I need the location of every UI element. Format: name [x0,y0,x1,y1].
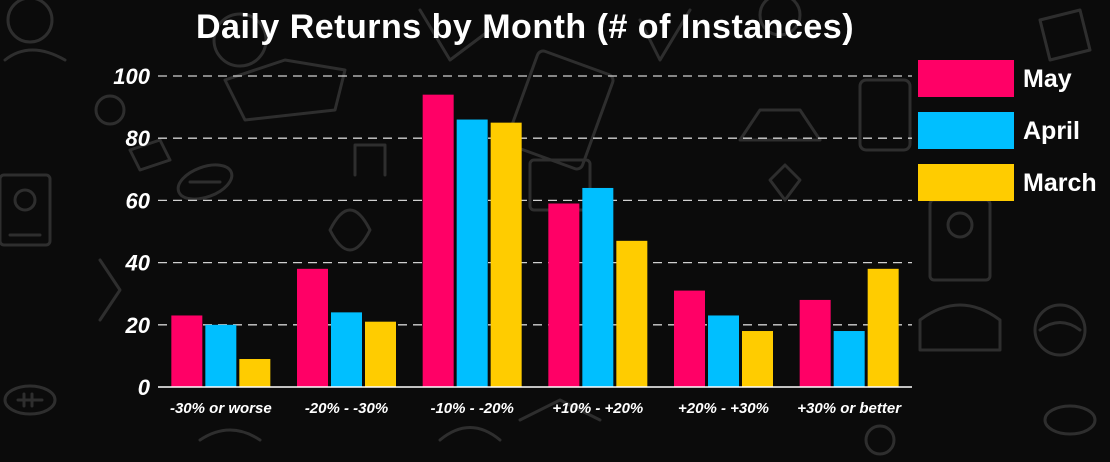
bar-may-1 [171,315,203,387]
x-axis-tick-labels: -30% or worse -20% - -30% -10% - -20% +10% … [170,400,902,417]
y-tick-label: 0 [138,375,151,400]
y-tick-label: 60 [126,188,151,213]
bar-april-6 [833,331,865,387]
x-tick-label: +10% - +20% [552,400,643,417]
bar-march-2 [365,321,396,387]
bar-march-1 [239,359,271,387]
bar-april-1 [205,324,237,387]
x-tick-label: -10% - -20% [430,400,513,417]
legend-label-march: March [1023,169,1097,197]
bar-may-5 [674,290,705,387]
bar-march-6 [867,268,899,387]
bar-may-6 [799,299,831,387]
bar-april-2 [331,312,362,387]
legend-label-may: May [1023,65,1072,93]
chart-title: Daily Returns by Month (# of Instances) [195,8,855,46]
bar-april-5 [708,315,739,387]
y-axis-ticks: 0 20 40 60 80 100 [113,64,150,400]
bars [171,94,899,388]
bar-april-3 [456,119,488,387]
legend-swatch-may [918,60,1014,97]
bar-may-3 [422,94,454,387]
x-tick-label: +20% - +30% [678,400,769,417]
y-tick-label: 20 [125,313,151,338]
bar-march-4 [616,240,648,387]
y-tick-label: 40 [125,251,151,276]
y-tick-label: 80 [126,126,151,151]
bar-may-4 [548,203,580,387]
y-tick-label: 100 [113,64,150,89]
bar-march-5 [742,331,773,387]
legend-swatch-april [918,112,1014,149]
bar-may-2 [297,268,328,387]
bar-march-3 [490,122,522,388]
legend-swatch-march [918,164,1014,201]
bar-april-4 [582,187,614,387]
gridlines [158,75,912,326]
legend-label-april: April [1023,117,1080,145]
x-tick-label: -20% - -30% [305,400,388,417]
x-tick-label: +30% or better [797,400,902,417]
x-tick-label: -30% or worse [170,400,272,417]
